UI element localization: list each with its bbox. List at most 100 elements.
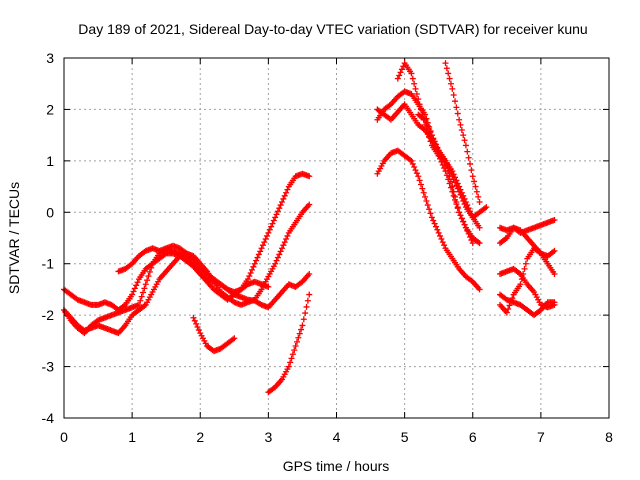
data-point bbox=[428, 214, 435, 221]
data-point bbox=[269, 220, 276, 227]
data-point bbox=[483, 204, 490, 211]
data-point bbox=[295, 334, 302, 341]
data-point bbox=[289, 351, 296, 358]
data-point bbox=[409, 160, 416, 167]
data-point bbox=[426, 206, 433, 213]
data-point bbox=[431, 140, 438, 147]
data-point bbox=[417, 181, 424, 188]
data-point bbox=[467, 208, 474, 215]
data-point bbox=[303, 303, 310, 310]
data-point bbox=[441, 242, 448, 249]
data-point bbox=[452, 196, 459, 203]
data-point bbox=[472, 183, 479, 190]
data-point bbox=[292, 343, 299, 349]
data-point bbox=[430, 136, 437, 143]
data-point bbox=[447, 184, 454, 191]
x-tick-label: 6 bbox=[469, 429, 477, 445]
data-point bbox=[507, 298, 514, 305]
data-point bbox=[280, 242, 287, 249]
data-point bbox=[522, 260, 529, 267]
data-point bbox=[300, 316, 307, 323]
data-point bbox=[273, 211, 280, 218]
data-point bbox=[299, 322, 306, 329]
data-point bbox=[443, 172, 450, 179]
data-point bbox=[439, 239, 446, 246]
chart-title: Day 189 of 2021, Sidereal Day-to-day VTE… bbox=[78, 21, 587, 37]
data-point bbox=[396, 72, 403, 79]
data-point bbox=[141, 285, 148, 292]
data-point bbox=[247, 269, 254, 276]
data-point bbox=[458, 127, 465, 133]
data-point bbox=[420, 189, 427, 196]
data-point bbox=[442, 60, 449, 67]
data-point bbox=[445, 70, 452, 77]
data-point bbox=[443, 65, 450, 72]
data-point bbox=[445, 176, 452, 183]
data-point bbox=[434, 226, 441, 233]
series-6 bbox=[265, 291, 313, 396]
data-point bbox=[551, 247, 558, 254]
data-point bbox=[416, 101, 423, 108]
data-point bbox=[460, 218, 467, 225]
series-3 bbox=[61, 246, 313, 337]
data-point bbox=[473, 188, 480, 195]
data-point bbox=[471, 178, 478, 185]
data-point bbox=[279, 245, 285, 252]
series-16 bbox=[497, 291, 558, 319]
data-point bbox=[296, 330, 303, 337]
data-point bbox=[419, 185, 426, 192]
data-point bbox=[462, 199, 469, 205]
data-point bbox=[424, 130, 431, 137]
series-17 bbox=[497, 245, 558, 316]
data-point bbox=[276, 205, 283, 212]
data-point bbox=[457, 186, 464, 193]
data-point bbox=[518, 276, 525, 283]
data-point bbox=[432, 223, 439, 230]
x-tick-label: 5 bbox=[401, 429, 409, 445]
data-point bbox=[458, 215, 465, 222]
data-point bbox=[423, 119, 430, 126]
y-tick-label: 1 bbox=[46, 153, 54, 169]
data-point bbox=[505, 305, 512, 312]
data-point bbox=[439, 161, 446, 168]
data-point bbox=[148, 264, 155, 271]
data-point bbox=[265, 283, 272, 290]
data-point bbox=[467, 160, 474, 167]
data-point bbox=[452, 174, 459, 181]
data-point bbox=[413, 91, 420, 97]
data-point bbox=[457, 121, 464, 128]
data-point bbox=[469, 173, 476, 180]
data-point bbox=[304, 297, 311, 304]
data-point bbox=[468, 211, 475, 218]
data-points bbox=[61, 60, 558, 396]
data-point bbox=[277, 202, 284, 209]
data-point bbox=[254, 254, 261, 261]
data-point bbox=[397, 69, 404, 76]
data-point bbox=[456, 209, 463, 216]
series-12 bbox=[415, 111, 483, 247]
data-point bbox=[427, 210, 434, 217]
series-4 bbox=[115, 242, 272, 295]
data-point bbox=[460, 132, 467, 139]
data-point bbox=[274, 208, 281, 215]
data-point bbox=[442, 157, 449, 164]
data-point bbox=[249, 266, 256, 273]
data-point bbox=[306, 201, 313, 208]
data-point bbox=[194, 323, 201, 330]
data-point bbox=[283, 189, 290, 196]
data-point bbox=[551, 271, 558, 277]
data-point bbox=[438, 236, 445, 243]
data-point bbox=[464, 202, 471, 209]
data-point bbox=[262, 236, 269, 243]
series-11 bbox=[442, 60, 483, 205]
data-point bbox=[462, 142, 469, 149]
x-tick-label: 4 bbox=[333, 429, 341, 445]
series-2 bbox=[61, 201, 313, 337]
data-point bbox=[506, 302, 513, 309]
data-point bbox=[465, 205, 472, 212]
series-5 bbox=[190, 314, 238, 355]
data-point bbox=[272, 214, 279, 221]
data-point bbox=[551, 299, 558, 306]
data-point bbox=[257, 248, 264, 255]
